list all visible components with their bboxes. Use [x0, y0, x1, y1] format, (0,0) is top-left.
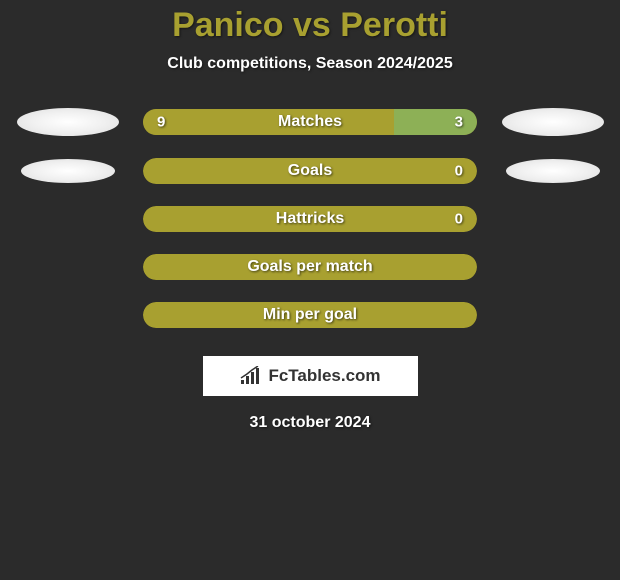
stat-value-right: 0	[455, 211, 463, 228]
player-right-bubble	[502, 108, 604, 136]
logo-text: FcTables.com	[268, 366, 380, 386]
player-right-bubble	[506, 159, 600, 183]
stat-bar: 9 Matches 3	[143, 109, 477, 135]
stat-row-min-per-goal: Min per goal	[10, 302, 610, 328]
stat-label: Min per goal	[263, 306, 357, 324]
stat-label: Matches	[278, 113, 342, 131]
stat-bar: Hattricks 0	[143, 206, 477, 232]
stat-value-left: 9	[157, 114, 165, 131]
left-bubble-container	[10, 159, 125, 183]
bar-left-segment	[143, 109, 394, 135]
site-logo[interactable]: FcTables.com	[203, 356, 418, 396]
stats-list: 9 Matches 3 Goals 0	[0, 108, 620, 328]
stat-value-right: 0	[455, 163, 463, 180]
right-bubble-container	[495, 108, 610, 136]
chart-icon	[239, 366, 263, 386]
page-title: Panico vs Perotti	[0, 6, 620, 45]
player-left-bubble	[17, 108, 119, 136]
stat-bar: Goals per match	[143, 254, 477, 280]
right-bubble-container	[495, 159, 610, 183]
stat-value-right: 3	[455, 114, 463, 131]
stat-row-matches: 9 Matches 3	[10, 108, 610, 136]
player-left-bubble	[21, 159, 115, 183]
stat-label: Hattricks	[276, 210, 344, 228]
stat-bar: Min per goal	[143, 302, 477, 328]
stat-label: Goals per match	[247, 258, 372, 276]
bar-right-segment	[394, 109, 478, 135]
stat-row-hattricks: Hattricks 0	[10, 206, 610, 232]
date-text: 31 october 2024	[0, 414, 620, 432]
stat-row-goals-per-match: Goals per match	[10, 254, 610, 280]
subtitle: Club competitions, Season 2024/2025	[0, 55, 620, 73]
stat-label: Goals	[288, 162, 332, 180]
left-bubble-container	[10, 108, 125, 136]
stat-bar: Goals 0	[143, 158, 477, 184]
stat-row-goals: Goals 0	[10, 158, 610, 184]
comparison-card: Panico vs Perotti Club competitions, Sea…	[0, 0, 620, 432]
